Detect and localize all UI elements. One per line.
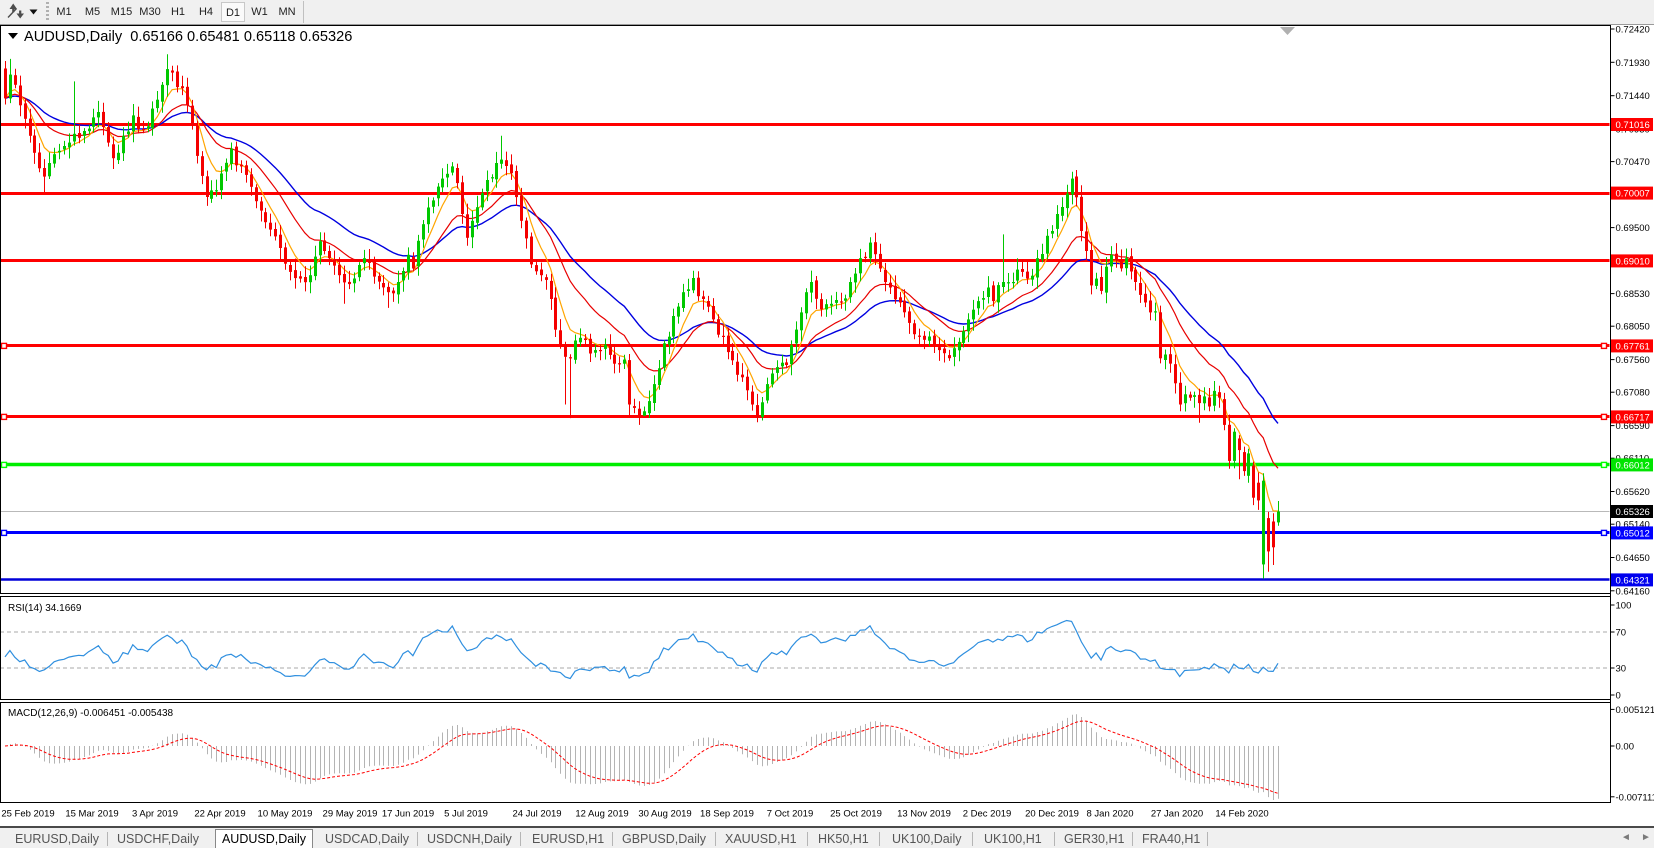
svg-text:14 Feb 2020: 14 Feb 2020	[1215, 809, 1268, 820]
svg-text:30: 30	[1616, 664, 1627, 675]
svg-text:0.005121: 0.005121	[1616, 705, 1654, 716]
svg-text:0.64650: 0.64650	[1616, 553, 1650, 564]
svg-text:27 Jan 2020: 27 Jan 2020	[1151, 809, 1203, 820]
svg-text:12 Aug 2019: 12 Aug 2019	[575, 809, 628, 820]
svg-text:0.65012: 0.65012	[1616, 528, 1650, 539]
svg-text:5 Jul 2019: 5 Jul 2019	[444, 809, 488, 820]
svg-text:0.67080: 0.67080	[1616, 388, 1650, 399]
svg-text:-0.007111: -0.007111	[1616, 792, 1654, 803]
svg-text:0.68530: 0.68530	[1616, 289, 1650, 300]
svg-text:0.65620: 0.65620	[1616, 487, 1650, 498]
svg-text:0.66590: 0.66590	[1616, 421, 1650, 432]
svg-text:AUDUSD,Daily 0.65166 0.65481: AUDUSD,Daily 0.65166 0.65481 0.65118 0.6…	[24, 29, 352, 45]
svg-text:22 Apr 2019: 22 Apr 2019	[194, 809, 245, 820]
svg-text:RSI(14) 34.1669: RSI(14) 34.1669	[8, 603, 82, 614]
svg-text:0.69500: 0.69500	[1616, 223, 1650, 234]
svg-text:0.71930: 0.71930	[1616, 58, 1650, 69]
svg-text:0.67560: 0.67560	[1616, 355, 1650, 366]
svg-text:MACD(12,26,9) -0.006451 -0.005: MACD(12,26,9) -0.006451 -0.005438	[8, 708, 174, 719]
svg-text:7 Oct 2019: 7 Oct 2019	[767, 809, 813, 820]
svg-text:3 Apr 2019: 3 Apr 2019	[132, 809, 178, 820]
svg-text:30 Aug 2019: 30 Aug 2019	[638, 809, 691, 820]
svg-text:0.72420: 0.72420	[1616, 25, 1650, 36]
svg-text:13 Nov 2019: 13 Nov 2019	[897, 809, 951, 820]
svg-text:100: 100	[1616, 601, 1632, 612]
svg-text:0.70007: 0.70007	[1616, 189, 1650, 200]
svg-text:24 Jul 2019: 24 Jul 2019	[512, 809, 561, 820]
svg-text:20 Dec 2019: 20 Dec 2019	[1025, 809, 1079, 820]
svg-text:0.66717: 0.66717	[1616, 412, 1650, 423]
svg-text:0.66012: 0.66012	[1616, 460, 1650, 471]
svg-text:10 May 2019: 10 May 2019	[258, 809, 313, 820]
svg-text:18 Sep 2019: 18 Sep 2019	[700, 809, 754, 820]
svg-text:70: 70	[1616, 628, 1627, 639]
svg-text:0.65326: 0.65326	[1616, 507, 1650, 518]
svg-text:2 Dec 2019: 2 Dec 2019	[963, 809, 1012, 820]
svg-text:15 Mar 2019: 15 Mar 2019	[65, 809, 118, 820]
svg-text:25 Feb 2019: 25 Feb 2019	[1, 809, 54, 820]
svg-text:0.64321: 0.64321	[1616, 575, 1650, 586]
svg-text:0.00: 0.00	[1616, 742, 1635, 753]
svg-text:0: 0	[1616, 691, 1621, 702]
svg-text:0.64160: 0.64160	[1616, 586, 1650, 597]
svg-text:0.70470: 0.70470	[1616, 157, 1650, 168]
svg-text:17 Jun 2019: 17 Jun 2019	[382, 809, 434, 820]
svg-text:25 Oct 2019: 25 Oct 2019	[830, 809, 882, 820]
svg-text:0.71440: 0.71440	[1616, 91, 1650, 102]
svg-text:0.71016: 0.71016	[1616, 120, 1650, 131]
svg-text:0.67761: 0.67761	[1616, 341, 1650, 352]
svg-text:8 Jan 2020: 8 Jan 2020	[1086, 809, 1133, 820]
svg-text:0.69010: 0.69010	[1616, 256, 1650, 267]
svg-text:0.65140: 0.65140	[1616, 520, 1650, 531]
svg-text:29 May 2019: 29 May 2019	[323, 809, 378, 820]
svg-text:0.68050: 0.68050	[1616, 322, 1650, 333]
